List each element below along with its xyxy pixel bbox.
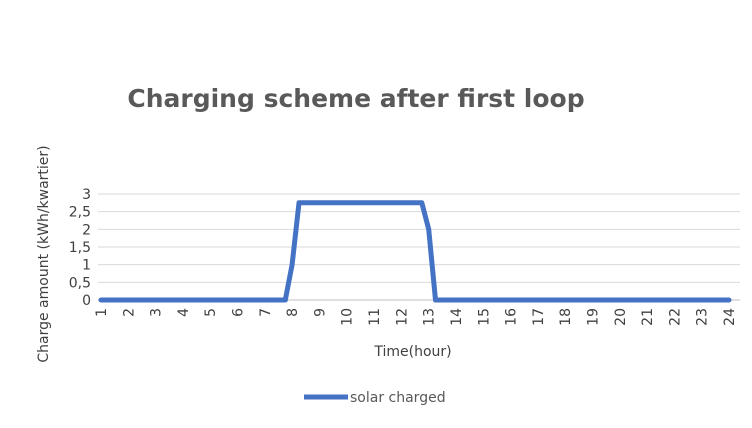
chart-title: Charging scheme after first loop bbox=[127, 84, 584, 113]
x-tick-label: 22 bbox=[667, 308, 683, 326]
x-tick-label: 8 bbox=[285, 308, 301, 317]
x-tick-label: 20 bbox=[613, 308, 629, 326]
y-tick-label: 3 bbox=[82, 187, 91, 203]
x-tick-label: 15 bbox=[476, 308, 492, 326]
x-tick-label: 11 bbox=[367, 308, 383, 326]
x-tick-label: 23 bbox=[695, 308, 711, 326]
y-axis-title: Charge amount (kWh/kwartier) bbox=[36, 145, 52, 362]
x-tick-label: 18 bbox=[558, 308, 574, 326]
x-tick-label: 7 bbox=[258, 308, 274, 317]
y-tick-label: 1,5 bbox=[69, 240, 91, 256]
y-tick-label: 2 bbox=[82, 222, 91, 238]
gridlines bbox=[98, 193, 740, 301]
x-tick-label: 12 bbox=[394, 308, 410, 326]
x-tick-label: 24 bbox=[722, 308, 738, 326]
x-tick-label: 14 bbox=[449, 308, 465, 326]
y-tick-label: 1 bbox=[82, 258, 91, 274]
x-tick-label: 21 bbox=[640, 308, 656, 326]
y-tick-label: 2,5 bbox=[69, 205, 91, 221]
x-tick-label: 10 bbox=[340, 308, 356, 326]
series-layer bbox=[98, 200, 732, 303]
x-tick-label: 5 bbox=[203, 308, 219, 317]
x-tick-label: 17 bbox=[531, 308, 547, 326]
y-axis-ticks: 0 0,51 1,5 22,5 3 bbox=[69, 187, 91, 309]
x-axis-title: Time(hour) bbox=[373, 344, 451, 360]
x-tick-label: 16 bbox=[504, 308, 520, 326]
legend: solar charged bbox=[304, 390, 446, 406]
x-tick-label: 6 bbox=[231, 308, 247, 317]
x-axis-ticks: 1 2 3 4 5 6 7 8 9 10 11 12 13 14 15 16 17 18 19 20 21 22 23 24 bbox=[94, 308, 738, 326]
y-tick-label: 0,5 bbox=[69, 275, 91, 291]
x-tick-label: 3 bbox=[149, 308, 165, 317]
x-tick-label: 2 bbox=[121, 308, 137, 317]
x-tick-label: 4 bbox=[176, 308, 192, 317]
series-line-solar-charged bbox=[98, 200, 732, 303]
legend-label-solar-charged: solar charged bbox=[350, 390, 446, 406]
x-tick-label: 19 bbox=[585, 308, 601, 326]
x-tick-label: 9 bbox=[312, 308, 328, 317]
x-tick-label: 1 bbox=[94, 308, 110, 317]
x-tick-label: 13 bbox=[422, 308, 438, 326]
y-tick-label: 0 bbox=[82, 293, 91, 309]
